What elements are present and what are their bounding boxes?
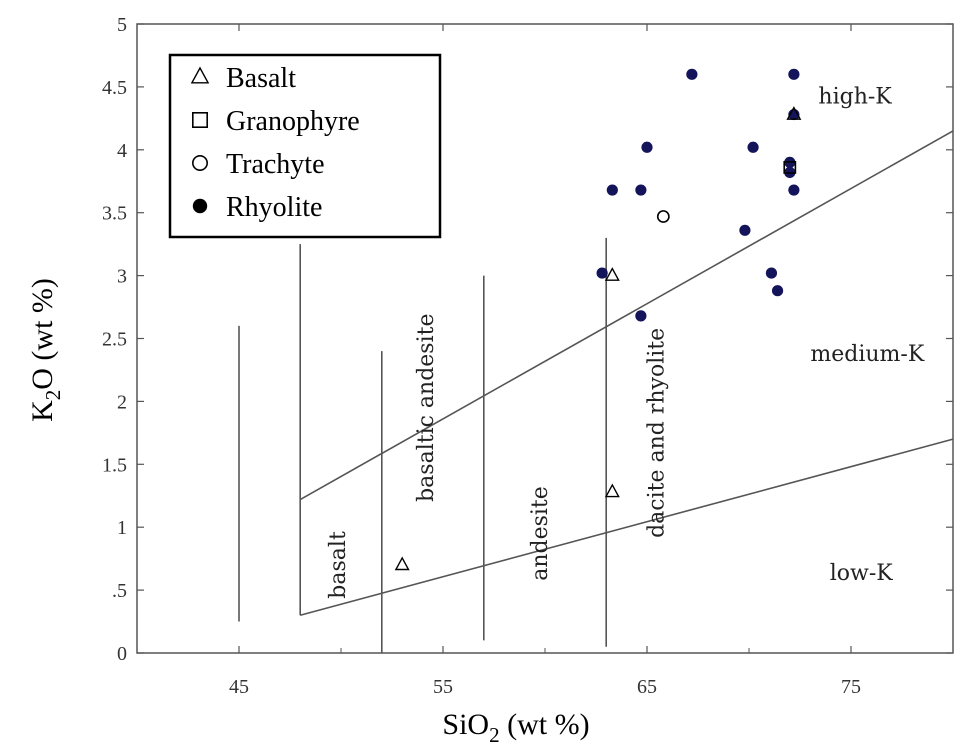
region-label: medium-K	[810, 342, 924, 367]
y-tick-label: 4.5	[102, 77, 127, 99]
y-tick-label: 1.5	[102, 454, 127, 476]
y-tick-label: 3.5	[102, 203, 127, 225]
x-axis-title: SiO2 (wt %)	[442, 708, 589, 746]
y-tick-label: 2	[117, 391, 127, 413]
legend-marker-rhyolite	[192, 198, 208, 214]
y-axis-title-main: K	[26, 400, 59, 422]
boundary-lines	[238, 130, 954, 653]
region-label: low-K	[830, 561, 894, 586]
point-basalt	[604, 483, 620, 498]
k-boundary-line	[299, 438, 954, 617]
legend-label-basalt: Basalt	[226, 63, 296, 94]
legend: Basalt Granophyre Trachyte Rhyolite	[168, 53, 442, 239]
point-granophyre	[783, 161, 797, 174]
point-rhyolite	[788, 68, 800, 80]
region-label: andesite	[528, 486, 553, 581]
y-tick-label: 2.5	[102, 329, 127, 351]
axis-ticks: 0 .5 1 1.5 2 2.5 3 3.5 4 4.5 5 45 55 65 75	[102, 14, 954, 698]
y-tick-label: 1	[117, 517, 127, 539]
x-axis-title-unit: (wt %)	[500, 708, 590, 741]
legend-marker-basalt	[190, 66, 210, 84]
point-rhyolite	[686, 68, 698, 80]
point-rhyolite	[739, 224, 751, 236]
y-axis-title-subscript: 2	[41, 390, 65, 401]
point-trachyte	[656, 210, 670, 223]
y-tick-label: .5	[112, 580, 127, 602]
legend-box	[168, 53, 442, 239]
x-axis-title-subscript: 2	[489, 723, 500, 746]
region-label: dacite and rhyolite	[644, 328, 669, 538]
point-basalt	[786, 106, 802, 120]
y-tick-label: 0	[117, 643, 127, 665]
point-rhyolite	[771, 285, 784, 297]
region-label: basaltic andesite	[414, 313, 439, 501]
region-label: high-K	[818, 84, 892, 109]
x-tick-label: 65	[637, 676, 657, 698]
point-rhyolite	[606, 184, 618, 196]
point-basalt	[394, 556, 410, 571]
y-tick-label: 5	[117, 14, 127, 36]
point-rhyolite	[765, 267, 778, 279]
legend-label-trachyte: Trachyte	[226, 149, 325, 180]
y-tick-label: 3	[117, 266, 127, 288]
data-points	[394, 68, 802, 571]
point-rhyolite	[635, 184, 647, 196]
y-axis-title: K2O (wt %)	[26, 278, 65, 422]
k-boundary-line	[299, 130, 954, 501]
point-rhyolite	[596, 267, 608, 279]
legend-label-granophyre: Granophyre	[226, 106, 360, 137]
region-labels: basalt basaltic andesite andesite dacite an…	[326, 84, 925, 598]
legend-marker-trachyte	[192, 155, 209, 172]
legend-marker-granophyre	[192, 112, 209, 129]
y-axis-title-unit: O (wt %)	[26, 278, 59, 390]
point-rhyolite	[747, 141, 759, 153]
point-rhyolite	[641, 141, 653, 153]
x-tick-label: 55	[433, 676, 453, 698]
x-tick-label: 75	[841, 676, 861, 698]
x-tick-label: 45	[229, 676, 249, 698]
point-basalt	[604, 267, 620, 281]
point-rhyolite	[788, 184, 800, 196]
y-tick-label: 4	[117, 140, 127, 162]
point-rhyolite	[635, 310, 647, 322]
x-axis-title-main: SiO	[442, 708, 489, 741]
region-label: basalt	[326, 531, 351, 599]
legend-label-rhyolite: Rhyolite	[226, 192, 322, 223]
